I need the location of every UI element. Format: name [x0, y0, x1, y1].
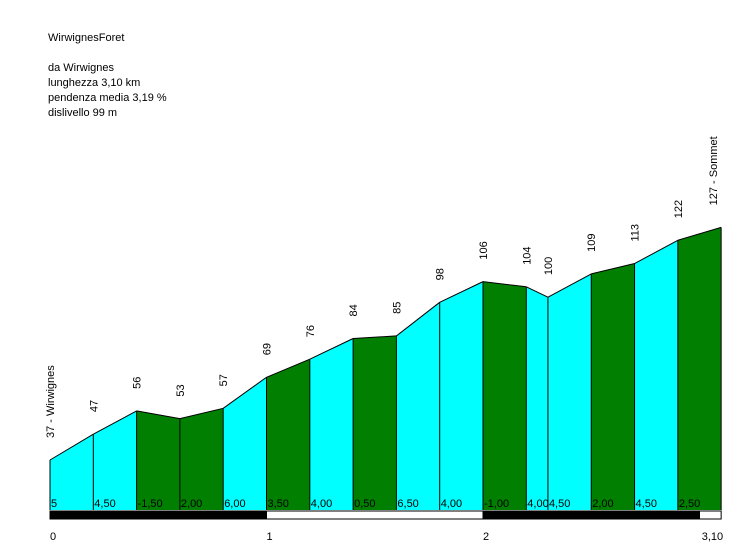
- profile-line: [222, 376, 267, 409]
- point-elevation-label: 104: [521, 246, 533, 264]
- profile-segment: [439, 281, 483, 510]
- x-tick-label: 3,10: [702, 531, 723, 543]
- profile-segment: [266, 359, 310, 510]
- profile-line: [547, 273, 592, 298]
- segment-gradient-label: -1,00: [484, 498, 509, 510]
- point-elevation-label: 122: [673, 200, 685, 218]
- x-tick-label: 1: [267, 531, 273, 543]
- point-elevation-label: 56: [132, 377, 144, 389]
- profile-segment: [50, 434, 94, 510]
- profile-segment: [547, 273, 592, 510]
- point-elevation-label: 113: [630, 224, 642, 242]
- x-axis-tick-labels: 0 1 2 3,10: [50, 531, 723, 543]
- average-gradient-text: pendenza media 3,19 %: [48, 92, 167, 104]
- profile-line: [591, 263, 635, 275]
- point-elevation-label: 98: [435, 268, 447, 280]
- profile-line: [93, 410, 137, 435]
- segment-gradient-label: 2,00: [181, 498, 202, 510]
- point-elevation-label: 76: [305, 325, 317, 337]
- profile-line: [482, 281, 527, 288]
- km-bar-segment: [49, 510, 267, 520]
- segment-gradient-label: 4,00: [527, 498, 548, 510]
- point-elevation-label: 100: [543, 257, 555, 275]
- point-elevation-label: 85: [391, 302, 403, 314]
- km-scale-bar: [49, 510, 722, 520]
- point-elevation-labels: 37 - Wirwignes 47 56 53 57 69 76 84 85 98 106 104 10…: [45, 136, 720, 438]
- point-elevation-label: 127 - Sommet: [708, 136, 720, 205]
- segment-dividers: [49, 227, 722, 510]
- profile-line: [396, 301, 441, 337]
- profile-line: [136, 410, 180, 420]
- profile-segment: [93, 410, 137, 510]
- profile-line: [634, 239, 679, 264]
- x-tick-label: 2: [483, 531, 489, 543]
- point-elevation-label: 106: [478, 241, 490, 259]
- profile-line: [179, 407, 224, 420]
- point-elevation-label: 37 - Wirwignes: [45, 365, 57, 438]
- profile-segment: [136, 410, 180, 510]
- elevation-gain-text: dislivello 99 m: [48, 107, 118, 119]
- segment-gradient-label: -1,50: [138, 498, 163, 510]
- segment-gradient-label: 4,00: [441, 498, 462, 510]
- segment-gradient-label: 4,50: [549, 498, 570, 510]
- segment-gradient-labels: 5 4,50 -1,50 2,00 6,00 3,50 4,00 0,50 6,50 4,00 -1…: [51, 498, 700, 510]
- segment-gradient-label: 2,00: [592, 498, 613, 510]
- segment-gradient-label: 3,50: [268, 498, 289, 510]
- profile-segment: [634, 240, 678, 510]
- segment-gradient-label: 4,50: [636, 498, 657, 510]
- profile-segment: [309, 338, 354, 510]
- profile-segment: [353, 335, 397, 510]
- segment-gradient-label: 2,50: [679, 498, 700, 510]
- profile-segment: [483, 281, 527, 510]
- profile-line: [353, 335, 397, 340]
- chart-title: WirwignesForet: [48, 32, 125, 44]
- point-elevation-label: 57: [218, 374, 230, 386]
- point-elevation-label: 47: [88, 400, 100, 412]
- km-bar-segment: [699, 510, 722, 520]
- segment-gradient-label: 6,50: [397, 498, 418, 510]
- segment-gradient-label: 4,50: [94, 498, 115, 510]
- point-elevation-label: 84: [348, 304, 360, 316]
- profile-segment: [677, 227, 722, 510]
- profile-segment: [396, 302, 440, 510]
- segment-gradient-label: 4,00: [311, 498, 332, 510]
- profile-line: [439, 281, 484, 303]
- length-text: lunghezza 3,10 km: [48, 77, 141, 89]
- profile-segment: [223, 377, 267, 510]
- segment-gradient-label: 0,50: [354, 498, 375, 510]
- profile-line: [309, 338, 354, 360]
- point-elevation-label: 53: [175, 384, 187, 396]
- segment-gradient-label: 5: [51, 498, 57, 510]
- profile-segment: [526, 286, 548, 510]
- profile-line: [526, 286, 549, 298]
- km-bar-segment: [482, 510, 700, 520]
- point-elevation-label: 69: [262, 343, 274, 355]
- profile-line: [266, 358, 310, 378]
- km-bar-segment: [266, 510, 484, 520]
- start-location: da Wirwignes: [48, 62, 115, 74]
- profile-areas: [49, 226, 722, 510]
- point-elevation-label: 109: [586, 234, 598, 252]
- x-tick-label: 0: [50, 531, 56, 543]
- segment-gradient-label: 6,00: [224, 498, 245, 510]
- profile-segment: [591, 263, 635, 510]
- profile-segment: [179, 408, 224, 510]
- profile-line: [49, 433, 94, 461]
- profile-line: [677, 226, 722, 241]
